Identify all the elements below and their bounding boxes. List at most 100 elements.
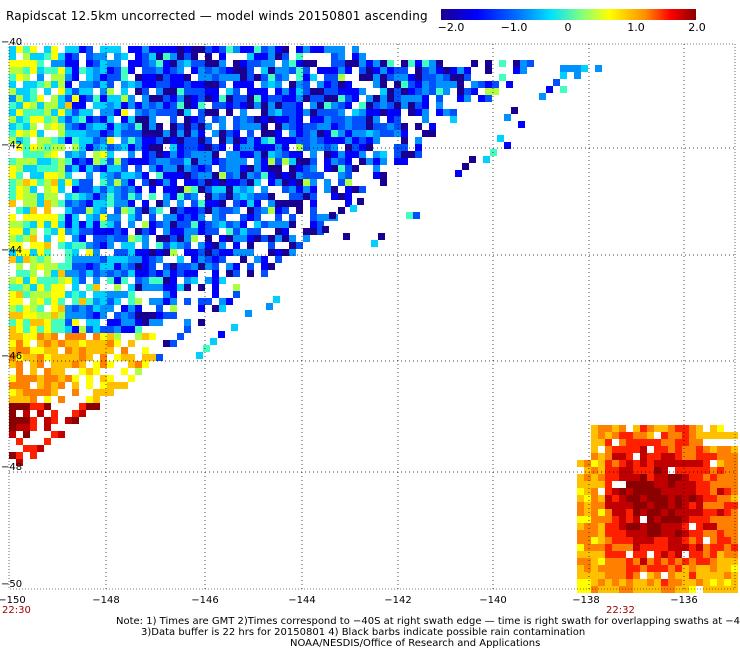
wind-cell xyxy=(198,95,205,102)
wind-cell xyxy=(422,88,429,95)
wind-cell xyxy=(149,270,156,277)
wind-cell xyxy=(338,207,345,214)
wind-cell xyxy=(633,572,640,579)
wind-cell xyxy=(37,312,44,319)
wind-cell xyxy=(703,474,710,481)
wind-cell xyxy=(93,284,100,291)
wind-cell xyxy=(135,235,142,242)
wind-cell xyxy=(731,586,738,593)
wind-cell xyxy=(142,312,149,319)
wind-cell xyxy=(65,214,72,221)
wind-cell xyxy=(373,151,380,158)
wind-cell xyxy=(373,137,380,144)
wind-cell xyxy=(170,53,177,60)
wind-cell xyxy=(675,453,682,460)
wind-cell xyxy=(86,67,93,74)
wind-cell xyxy=(184,60,191,67)
wind-cell xyxy=(310,116,317,123)
wind-cell xyxy=(675,523,682,530)
wind-cell xyxy=(114,319,121,326)
wind-cell xyxy=(51,81,58,88)
wind-cell xyxy=(324,67,331,74)
lat-label: −44 xyxy=(1,245,23,256)
wind-cell xyxy=(247,228,254,235)
wind-cell xyxy=(86,179,93,186)
wind-cell xyxy=(240,172,247,179)
wind-cell xyxy=(114,235,121,242)
wind-cell xyxy=(58,242,65,249)
wind-cell xyxy=(612,446,619,453)
wind-cell xyxy=(16,179,23,186)
wind-cell xyxy=(483,156,490,163)
wind-cell xyxy=(324,130,331,137)
wind-cell xyxy=(598,586,605,593)
wind-cell xyxy=(205,123,212,130)
wind-cell xyxy=(72,389,79,396)
wind-cell xyxy=(401,95,408,102)
wind-cell xyxy=(436,88,443,95)
wind-cell xyxy=(191,228,198,235)
wind-cell xyxy=(310,74,317,81)
wind-cell xyxy=(58,116,65,123)
wind-cell xyxy=(51,123,58,130)
wind-cell xyxy=(93,326,100,333)
wind-cell xyxy=(345,102,352,109)
wind-cell xyxy=(560,72,567,79)
wind-cell xyxy=(44,284,51,291)
wind-cell xyxy=(380,88,387,95)
wind-cell xyxy=(619,474,626,481)
wind-cell xyxy=(23,221,30,228)
wind-cell xyxy=(443,81,450,88)
wind-cell xyxy=(345,186,352,193)
wind-cell xyxy=(184,277,191,284)
wind-cell xyxy=(331,81,338,88)
wind-cell xyxy=(233,102,240,109)
wind-cell xyxy=(226,95,233,102)
wind-cell xyxy=(689,439,696,446)
wind-cell xyxy=(268,116,275,123)
wind-cell xyxy=(717,551,724,558)
wind-cell xyxy=(16,389,23,396)
wind-cell xyxy=(296,53,303,60)
wind-cell xyxy=(72,347,79,354)
wind-cell xyxy=(9,305,16,312)
wind-cell xyxy=(44,396,51,403)
wind-cell xyxy=(9,46,16,53)
wind-cell xyxy=(345,137,352,144)
wind-cell xyxy=(163,151,170,158)
colorbar-tick: −2.0 xyxy=(437,21,465,34)
wind-cell xyxy=(380,102,387,109)
wind-cell xyxy=(114,256,121,263)
wind-cell xyxy=(324,95,331,102)
wind-cell xyxy=(233,291,240,298)
wind-cell xyxy=(212,144,219,151)
wind-cell xyxy=(184,46,191,53)
wind-cell xyxy=(268,165,275,172)
wind-cell xyxy=(191,249,198,256)
wind-cell xyxy=(128,46,135,53)
wind-cell xyxy=(324,81,331,88)
wind-cell xyxy=(724,446,731,453)
wind-cell xyxy=(682,432,689,439)
wind-cell xyxy=(23,74,30,81)
wind-cell xyxy=(219,207,226,214)
wind-cell xyxy=(415,81,422,88)
wind-cell xyxy=(310,221,317,228)
wind-cell xyxy=(429,88,436,95)
wind-cell xyxy=(30,284,37,291)
wind-cell xyxy=(163,186,170,193)
wind-cell xyxy=(675,460,682,467)
wind-cell xyxy=(58,354,65,361)
lon-label: −142 xyxy=(384,595,412,606)
wind-cell xyxy=(289,95,296,102)
wind-cell xyxy=(93,389,100,396)
wind-cell xyxy=(233,193,240,200)
wind-cell xyxy=(51,389,58,396)
wind-cell xyxy=(23,389,30,396)
wind-cell xyxy=(310,193,317,200)
wind-cell xyxy=(254,256,261,263)
lon-label: −138 xyxy=(572,595,600,606)
wind-cell xyxy=(37,179,44,186)
wind-cell xyxy=(275,53,282,60)
wind-cell xyxy=(366,123,373,130)
